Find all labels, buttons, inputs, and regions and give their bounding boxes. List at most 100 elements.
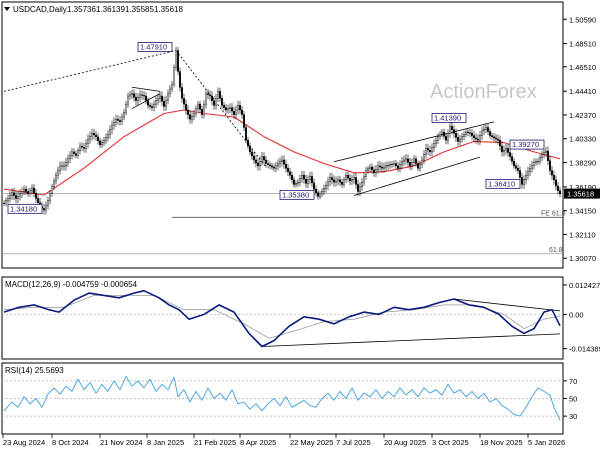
ohlc-high: 1.36139 [96, 5, 125, 14]
current-price-box [564, 188, 600, 199]
candle-body [283, 159, 285, 165]
candle-body [253, 155, 255, 161]
candle-body [275, 165, 277, 169]
candle-body [179, 71, 181, 88]
candle-body [451, 126, 453, 131]
candle-body [267, 163, 269, 165]
candle-body [333, 179, 335, 183]
candle-body [221, 98, 223, 106]
candle-body [139, 94, 141, 98]
candle-body [119, 120, 121, 122]
candle-body [11, 192, 13, 196]
candle-body [167, 93, 169, 101]
candle-body [301, 174, 303, 179]
candle-body [495, 137, 497, 140]
candle-body [109, 129, 111, 135]
candle-body [137, 97, 139, 101]
candle-body [15, 195, 17, 199]
candle-body [387, 165, 389, 167]
candle-body [57, 170, 59, 176]
candle-body [117, 119, 119, 121]
candle-body [43, 208, 45, 211]
candle-body [547, 150, 549, 161]
candle-body [473, 135, 475, 139]
candle-body [155, 100, 157, 105]
candle-body [537, 160, 539, 163]
candle-body [241, 109, 243, 115]
candle-body [211, 95, 213, 101]
candle-body [529, 167, 531, 172]
candle-body [233, 110, 235, 115]
candle-body [389, 164, 391, 166]
candle-body [93, 133, 95, 136]
trend-line-dotted [3, 50, 177, 92]
candle-body [127, 95, 129, 105]
fe-level-label: FE 61.8 [541, 210, 566, 217]
candle-body [553, 174, 555, 181]
y-tick-label: 1.36190 [569, 183, 596, 192]
candle-body [491, 135, 493, 137]
candle-body [159, 95, 161, 99]
y-tick-label: 1.50590 [569, 15, 596, 24]
candle-body [367, 168, 369, 171]
candle-body [425, 148, 427, 155]
candle-body [527, 171, 529, 176]
candle-body [471, 133, 473, 136]
candle-body [25, 188, 27, 192]
candle-body [299, 178, 301, 183]
candle-body [293, 179, 295, 185]
candle-body [229, 107, 231, 110]
candle-body [379, 165, 381, 168]
candle-body [271, 165, 273, 168]
candle-body [207, 93, 209, 96]
candle-body [349, 177, 351, 182]
candle-body [341, 181, 343, 185]
candle-body [433, 143, 435, 149]
candle-body [307, 179, 309, 184]
macd-trend-line-lower [261, 333, 561, 347]
candle-body [369, 166, 371, 169]
candle-body [249, 145, 251, 153]
level-annotation: 1.36410 [488, 179, 515, 188]
candle-body [319, 193, 321, 197]
candle-body [365, 170, 367, 177]
candle-body [463, 134, 465, 137]
candle-body [421, 159, 423, 165]
candle-body [353, 177, 355, 180]
candle-body [255, 159, 257, 164]
candle-body [123, 112, 125, 118]
candle-body [305, 179, 307, 184]
candle-body [347, 174, 349, 179]
y-tick-label: -0.014389 [569, 345, 600, 354]
candle-body [417, 163, 419, 169]
candle-body [53, 180, 55, 188]
candle-body [415, 158, 417, 164]
candle-body [505, 148, 507, 151]
candle-body [181, 87, 183, 99]
candle-body [335, 180, 337, 183]
candle-body [327, 181, 329, 186]
candle-body [103, 140, 105, 143]
channel-upper-line [333, 121, 495, 163]
level-annotation: 1.39270 [512, 140, 539, 149]
candle-body [517, 167, 519, 171]
candle-body [63, 165, 65, 167]
menu-triangle-icon[interactable] [4, 7, 10, 11]
macd-trend-line-upper [453, 298, 561, 312]
x-tick-label: 21 Feb 2025 [194, 438, 236, 447]
candle-body [51, 186, 53, 195]
candle-body [31, 187, 33, 192]
candle-body [521, 177, 523, 185]
candle-body [183, 98, 185, 105]
candle-body [315, 188, 317, 193]
candle-body [449, 126, 451, 134]
candle-body [515, 165, 517, 169]
candle-body [489, 131, 491, 136]
level-annotation-box [137, 42, 173, 52]
candle-body [413, 158, 415, 163]
candle-body [247, 140, 249, 147]
candle-body [557, 185, 559, 191]
candle-body [3, 202, 5, 205]
candle-body [193, 113, 195, 117]
candle-body [461, 136, 463, 140]
